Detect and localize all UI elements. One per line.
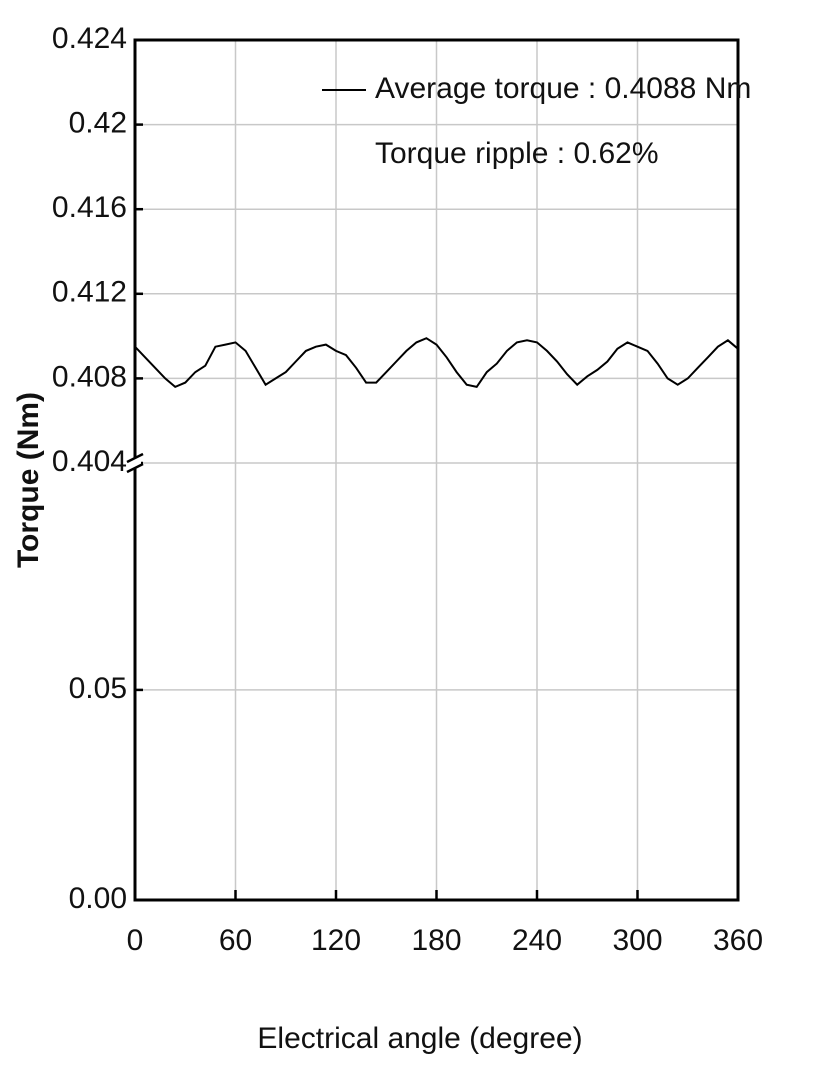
annotation: Torque ripple : 0.62%: [375, 137, 659, 170]
x-tick-label: 180: [411, 924, 461, 957]
x-axis-label: Electrical angle (degree): [257, 1022, 582, 1055]
y-tick-label: 0.00: [69, 882, 127, 915]
x-tick-label: 0: [127, 924, 144, 957]
x-tick-label: 240: [512, 924, 562, 957]
plot-frame: [133, 38, 740, 902]
y-axis-label: Torque (Nm): [12, 392, 45, 568]
axis-break-mark: [126, 452, 144, 464]
y-tick-label: 0.404: [52, 445, 127, 478]
y-tick-label: 0.412: [52, 276, 127, 309]
y-tick-label: 0.42: [69, 107, 127, 140]
y-tick-label: 0.408: [52, 360, 127, 393]
y-tick-label: 0.424: [52, 22, 127, 55]
axis-break-gap: [129, 458, 141, 468]
axis-break-mark: [126, 462, 144, 474]
x-tick-label: 60: [219, 924, 252, 957]
y-tick-label: 0.05: [69, 672, 127, 705]
grid-layer: [135, 40, 738, 900]
x-tick-label: 360: [713, 924, 763, 957]
y-tick-label: 0.416: [52, 191, 127, 224]
x-tick-label: 300: [612, 924, 662, 957]
legend-label: Average torque : 0.4088 Nm: [375, 72, 751, 105]
data-line: [134, 337, 739, 389]
x-tick-label: 120: [311, 924, 361, 957]
